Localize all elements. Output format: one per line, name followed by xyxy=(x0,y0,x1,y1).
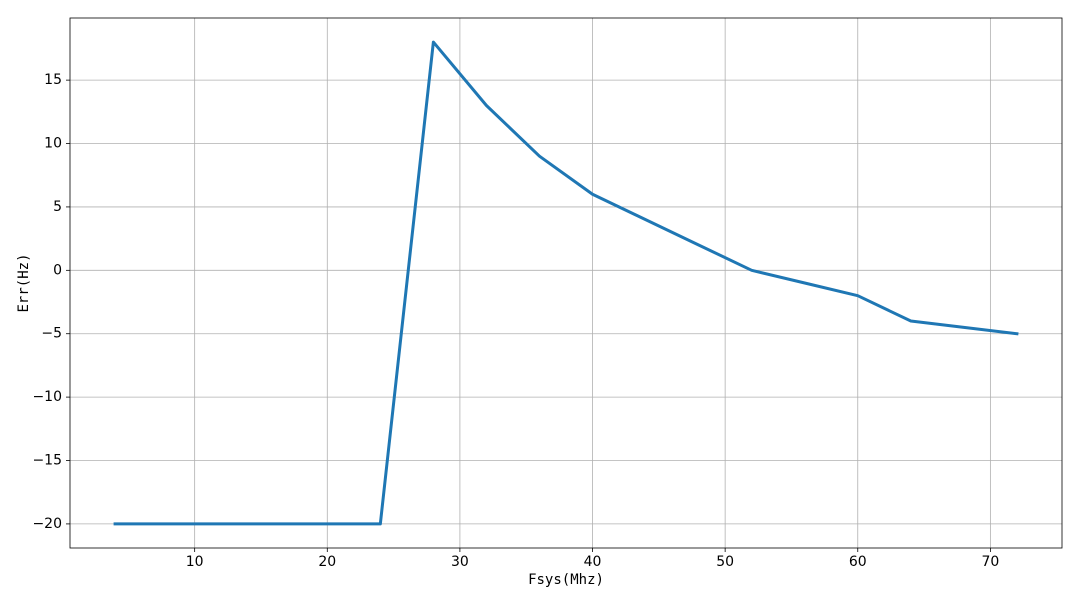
x-tick-label: 40 xyxy=(584,554,602,570)
y-tick-label: −20 xyxy=(32,516,62,532)
x-tick-label: 50 xyxy=(716,554,734,570)
y-axis-label: Err(Hz) xyxy=(16,253,32,312)
x-tick-label: 60 xyxy=(849,554,867,570)
y-tick-label: −15 xyxy=(32,453,62,469)
y-tick-label: 15 xyxy=(44,72,62,88)
y-tick-label: −5 xyxy=(41,326,62,342)
y-tick-label: 10 xyxy=(44,136,62,152)
x-tick-label: 20 xyxy=(318,554,336,570)
x-tick-label: 10 xyxy=(186,554,204,570)
y-tick-label: 0 xyxy=(53,262,62,278)
x-tick-label: 70 xyxy=(981,554,999,570)
x-tick-label: 30 xyxy=(451,554,469,570)
x-axis-label: Fsys(Mhz) xyxy=(528,572,604,588)
plot-frame xyxy=(69,17,1063,549)
y-tick-label: −10 xyxy=(32,389,62,405)
y-tick-label: 5 xyxy=(53,199,62,215)
data-line xyxy=(113,40,1019,526)
